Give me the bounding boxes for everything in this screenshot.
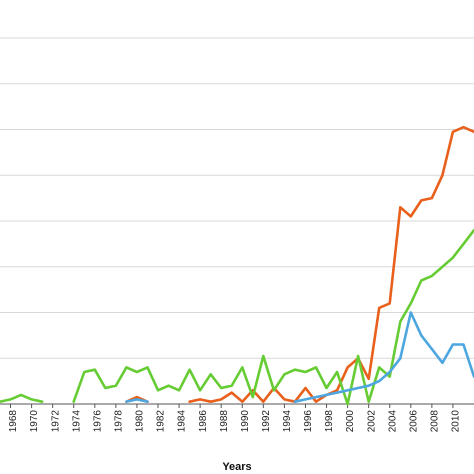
x-tick-label: 1988: [219, 410, 230, 433]
x-tick-label: 1980: [135, 410, 146, 433]
x-axis-title: Years: [222, 461, 251, 473]
x-tick-label: 1998: [324, 410, 335, 433]
x-axis: 1968 1970 1972 1974 1976 1978 1980 1982 1984 1986…: [0, 403, 474, 433]
x-tick-label: 2008: [430, 410, 441, 433]
x-tick-label: 1982: [156, 410, 167, 433]
x-tick-label: 1984: [177, 410, 188, 433]
x-tick-label: 1974: [71, 410, 82, 433]
x-tick-label: 2006: [408, 410, 419, 433]
series-2-line: [0, 393, 44, 404]
series-1-line: [188, 125, 474, 404]
x-tick-label: 1990: [240, 410, 251, 433]
x-tick-label: 1976: [92, 410, 103, 433]
x-tick-label: 1972: [50, 410, 61, 433]
x-tick-label: 1992: [261, 410, 272, 433]
series-lines: [0, 125, 474, 406]
x-tick-label: 2002: [366, 410, 377, 433]
series-3-line: [293, 311, 474, 404]
x-tick-label: 1994: [282, 410, 293, 433]
x-tick-label: 1986: [198, 410, 209, 433]
x-tick-label: 2004: [387, 410, 398, 433]
x-tick-label: 1978: [114, 410, 125, 433]
series-3-line: [125, 398, 149, 404]
x-tick-label: 1968: [8, 410, 19, 433]
gridlines: [0, 37, 474, 359]
series-2-line: [72, 228, 474, 406]
x-tick-label: 1970: [29, 410, 40, 433]
x-tick-label: 1996: [303, 410, 314, 433]
x-tick-label: 2010: [451, 410, 462, 433]
x-tick-label: 2000: [345, 410, 356, 433]
